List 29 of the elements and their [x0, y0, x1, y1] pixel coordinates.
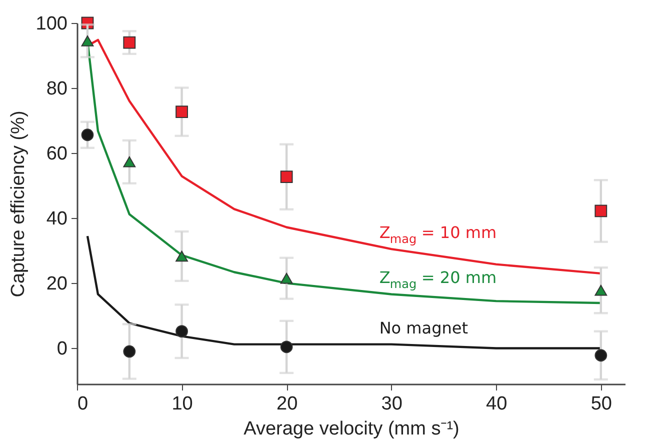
x-tick-label: 20 [276, 394, 298, 414]
y-tick-label: 20 [46, 274, 68, 295]
point [81, 35, 94, 46]
series-label: No magnet [379, 318, 468, 338]
point [176, 106, 188, 118]
point [594, 204, 608, 218]
x-tick-label: 30 [381, 394, 402, 414]
y-tick-label: 40 [46, 208, 68, 230]
point [176, 250, 188, 262]
y-tick-label: 0 [56, 338, 68, 360]
x-axis-title: Average velocity (mm s⁻¹) [244, 418, 460, 440]
point [123, 36, 136, 49]
point [594, 284, 608, 296]
y-tick-label: 80 [46, 78, 68, 100]
point [123, 156, 136, 168]
point [280, 340, 293, 354]
x-tick-label: 40 [486, 394, 508, 414]
point [280, 272, 293, 284]
x-tick-label: 50 [590, 394, 612, 414]
y-tick-label: 60 [46, 144, 68, 165]
point [81, 128, 94, 142]
y-axis-title: Capture efficiency (%) [8, 110, 29, 298]
point [123, 345, 136, 358]
x-tick-label: 10 [172, 394, 193, 414]
x-tick-label: 0 [78, 394, 88, 414]
point [594, 349, 608, 362]
point [280, 170, 293, 184]
point [176, 325, 188, 338]
y-tick-label: 100 [36, 14, 68, 34]
